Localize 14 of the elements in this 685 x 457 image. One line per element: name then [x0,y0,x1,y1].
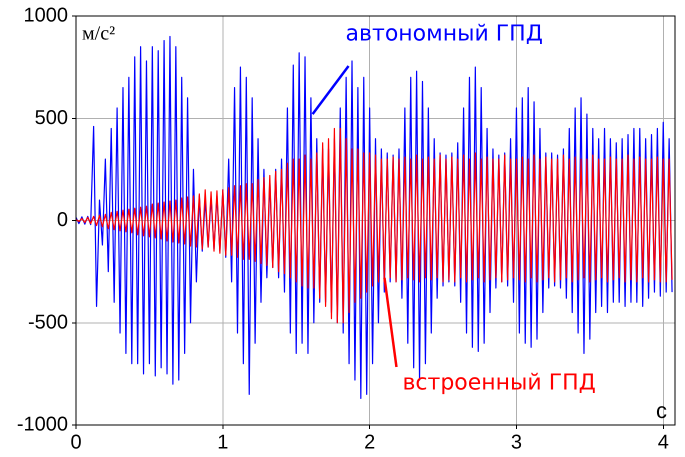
y-axis-title: м/с² [82,22,116,44]
x-tick-label: 4 [658,432,669,454]
text: встроенный ГПД [402,370,596,396]
y-tick-label: -1000 [16,414,68,436]
series-label: автономный ГПД [346,22,543,47]
x-axis-title: с [656,398,667,424]
y-tick-label: 500 [34,106,68,129]
x-tick-label: 1 [217,432,228,454]
y-tick-label: 0 [56,209,68,232]
x-tick-label: 0 [70,432,82,454]
y-tick-label: -500 [28,311,68,334]
x-tick-label: 3 [510,432,522,454]
x-tick-label: 2 [364,432,376,454]
y-tick-label: 1000 [24,4,68,27]
